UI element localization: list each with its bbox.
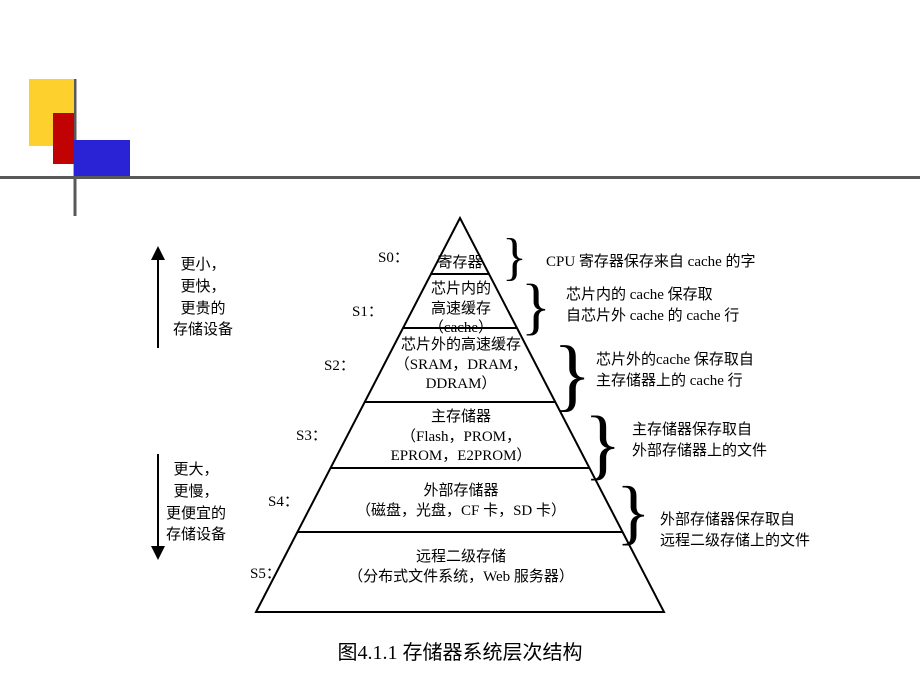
level-tag: S2： [324, 354, 355, 375]
level-text: 寄存器 [432, 254, 488, 274]
logo-block [53, 113, 74, 164]
right-note: CPU 寄存器保存来自 cache 的字 [546, 252, 756, 273]
right-note: 芯片外的cache 保存取自主存储器上的 cache 行 [596, 350, 754, 392]
left-note-top: 更小，更快，更贵的存储设备 [173, 255, 233, 342]
level-tag: S1： [352, 300, 383, 321]
level-tag: S5： [250, 562, 281, 583]
level-tag: S0： [378, 246, 409, 267]
brace-icon: } [521, 276, 551, 338]
level-text: 外部存储器（磁盘，光盘，CF 卡，SD 卡） [350, 482, 572, 521]
diagram-stage: 图4.1.1 存储器系统层次结构 S0： 寄存器 S1： 芯片内的高速缓存（cache… [0, 0, 920, 690]
brace-icon: } [616, 476, 651, 548]
level-text: 芯片外的高速缓存（SRAM，DRAM，DDRAM） [378, 336, 544, 395]
level-text: 远程二级存储（分布式文件系统，Web 服务器） [328, 548, 594, 587]
level-tag: S3： [296, 424, 327, 445]
right-note: 主存储器保存取自外部存储器上的文件 [632, 420, 767, 462]
logo-block [74, 140, 130, 178]
level-tag: S4： [268, 490, 299, 511]
logo-hline [0, 176, 920, 179]
right-note: 外部存储器保存取自远程二级存储上的文件 [660, 510, 810, 552]
figure-caption: 图4.1.1 存储器系统层次结构 [0, 636, 920, 665]
level-text: 主存储器（Flash，PROM，EPROM，E2PROM） [368, 408, 554, 467]
right-note: 芯片内的 cache 保存取自芯片外 cache 的 cache 行 [566, 285, 739, 327]
level-text: 芯片内的高速缓存（cache） [416, 280, 506, 339]
left-note-bottom: 更大，更慢，更便宜的存储设备 [166, 460, 226, 547]
